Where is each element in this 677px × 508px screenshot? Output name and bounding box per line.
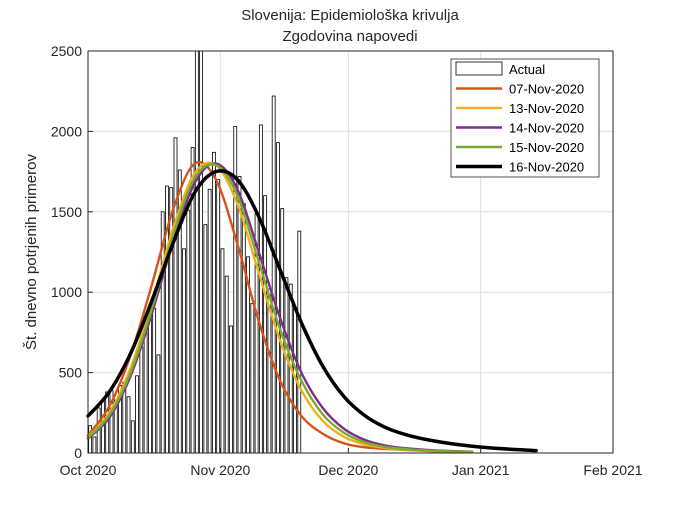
actual-bar [241,203,246,454]
x-tick-label: Nov 2020 [190,462,250,478]
actual-bar [147,317,152,454]
x-tick-label: Feb 2021 [583,462,642,478]
y-axis-ticks: 0 500 1000 1500 2000 2500 [51,43,93,461]
x-tick-label: Jan 2021 [452,462,510,478]
actual-bar [143,325,148,454]
actual-bar [126,396,131,454]
actual-bar [258,124,263,454]
actual-bar [276,142,280,454]
actual-bar [186,209,191,454]
actual-bar [130,420,135,454]
x-tick-label: Dec 2020 [318,462,378,478]
y-tick-label: 500 [59,365,83,381]
actual-bar [220,248,225,454]
actual-bar [212,151,216,454]
actual-bar [182,248,186,454]
y-tick-label: 0 [74,445,82,461]
actual-bar [271,95,276,454]
actual-bar [207,188,212,454]
legend-label-07-Nov-2020: 07-Nov-2020 [509,82,584,97]
legend-label-15-Nov-2020: 15-Nov-2020 [509,140,584,155]
legend-label-14-Nov-2020: 14-Nov-2020 [509,121,584,136]
forecast-lines [86,160,538,454]
actual-bar [250,303,255,454]
actual-bar [297,230,302,454]
chart-title: Slovenija: Epidemiološka krivulja [241,7,459,24]
legend: Actual 07-Nov-2020 13-Nov-2020 14-Nov-2020 1… [450,58,600,178]
actual-bar [173,137,178,454]
actual-bar [229,325,233,454]
plot-frame [87,50,614,454]
legend-label-16-Nov-2020: 16-Nov-2020 [509,160,584,175]
forecast-line-16-Nov-2020 [86,169,538,453]
actual-bar [152,307,157,454]
forecast-line-15-Nov-2020 [86,163,474,454]
actual-bar [237,176,242,454]
legend-swatch-actual [455,61,503,76]
actual-bar [139,346,144,454]
actual-bar [135,375,139,454]
legend-box [450,58,600,178]
actual-bar [203,224,208,454]
actual-bar [156,354,161,454]
legend-label-actual: Actual [509,62,545,77]
chart-subtitle: Zgodovina napovedi [282,28,417,45]
actual-bar [284,277,289,454]
actual-bar [199,50,204,454]
y-tick-label: 1500 [51,204,82,220]
y-tick-label: 2000 [51,123,82,139]
y-tick-label: 1000 [51,284,82,300]
y-tick-label: 2500 [51,43,82,59]
x-axis-ticks: Oct 2020 Nov 2020 Dec 2020 Jan 2021 Feb 2021 [60,448,643,478]
y-axis-label: Št. dnevno potrjenih primerov [23,154,40,350]
actual-bar [224,275,229,454]
x-tick-label: Oct 2020 [60,462,117,478]
legend-label-13-Nov-2020: 13-Nov-2020 [509,101,584,116]
actual-bar [194,50,199,454]
actual-bar [216,179,221,454]
actual-bar [92,436,97,454]
